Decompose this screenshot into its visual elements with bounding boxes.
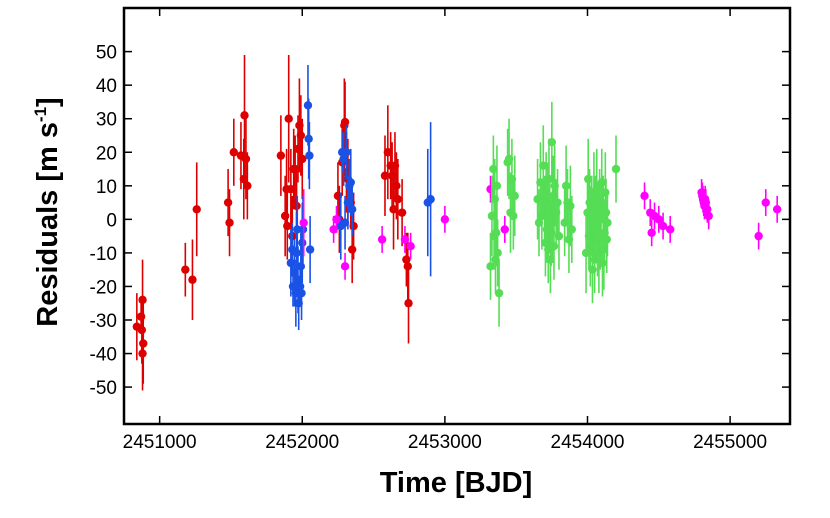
- data-point: [492, 181, 502, 191]
- y-axis-title: Residuals [m s-1]: [31, 97, 64, 326]
- data-point: [426, 195, 435, 204]
- data-point: [500, 225, 509, 234]
- y-tick-label: 50: [96, 43, 117, 64]
- x-tick-label: 2451000: [123, 432, 197, 453]
- data-point: [404, 299, 413, 308]
- y-tick-label: -50: [90, 378, 117, 399]
- data-point: [299, 218, 308, 227]
- data-point: [400, 235, 410, 244]
- data-point: [188, 275, 197, 284]
- data-point: [486, 262, 495, 271]
- y-axis-title-superscript: -1: [31, 107, 50, 122]
- data-point: [493, 248, 502, 258]
- x-tick-label: 2454000: [551, 432, 625, 453]
- data-point: [240, 111, 249, 120]
- data-point: [223, 198, 233, 207]
- data-points-layer: [132, 54, 782, 391]
- data-point: [640, 191, 649, 201]
- data-point: [567, 225, 577, 234]
- series-0: [132, 54, 413, 391]
- data-point: [509, 211, 518, 221]
- x-tick-label: 2455000: [693, 432, 767, 453]
- data-point: [647, 228, 656, 237]
- x-tick-label: 2452000: [265, 432, 339, 453]
- y-tick-label: 30: [96, 110, 117, 131]
- data-point: [284, 114, 293, 123]
- data-point: [305, 245, 315, 254]
- data-point: [342, 148, 351, 157]
- y-axis: 50 40 30 20 10 0 -10 -20 -30 -40 -50: [90, 43, 790, 399]
- data-point: [392, 181, 401, 191]
- data-point: [347, 205, 357, 214]
- data-point: [305, 151, 314, 160]
- data-point: [772, 205, 782, 214]
- y-tick-label: -30: [90, 311, 117, 332]
- data-point: [393, 195, 403, 204]
- data-point: [658, 221, 668, 231]
- data-point: [340, 117, 350, 127]
- data-point: [192, 205, 201, 214]
- y-axis-title-close: ]: [32, 97, 64, 107]
- y-tick-label: 10: [96, 177, 117, 198]
- series-3: [486, 101, 621, 327]
- x-axis: 2451000 2452000 2453000 2454000 2455000: [123, 8, 767, 453]
- plot-frame: [122, 6, 792, 426]
- data-point: [561, 181, 571, 191]
- y-tick-label: -40: [90, 345, 117, 366]
- data-point: [296, 131, 306, 140]
- data-point: [243, 181, 252, 191]
- data-point: [666, 225, 675, 234]
- data-point: [603, 218, 612, 227]
- data-point: [377, 235, 387, 244]
- data-point: [549, 241, 559, 251]
- data-point: [332, 215, 341, 224]
- data-point: [490, 195, 499, 204]
- data-point: [138, 349, 147, 358]
- data-point: [704, 211, 713, 221]
- data-point: [241, 154, 251, 164]
- data-point: [554, 231, 564, 241]
- data-point: [181, 265, 190, 274]
- y-axis-title-main: Residuals [m s: [32, 122, 64, 327]
- data-point: [280, 211, 290, 221]
- data-point: [298, 154, 307, 164]
- y-tick-label: 20: [96, 143, 117, 164]
- data-point: [553, 198, 562, 207]
- data-point: [654, 215, 663, 224]
- y-tick-label: -20: [90, 277, 117, 298]
- data-point: [761, 198, 770, 207]
- series-2: [299, 175, 782, 280]
- data-point: [397, 208, 407, 217]
- data-point: [440, 215, 450, 224]
- data-point: [588, 265, 597, 274]
- data-point: [276, 151, 286, 160]
- data-point: [347, 245, 357, 254]
- data-point: [510, 191, 519, 201]
- data-point: [494, 288, 504, 298]
- data-point: [406, 241, 415, 251]
- data-point: [566, 201, 575, 211]
- data-point: [297, 288, 306, 298]
- data-point: [283, 221, 292, 231]
- data-point: [754, 231, 763, 241]
- series-1: [286, 65, 435, 331]
- data-point: [349, 221, 358, 231]
- data-point: [229, 148, 239, 157]
- data-point: [611, 164, 621, 174]
- x-tick-label: 2453000: [408, 432, 482, 453]
- y-tick-label: 0: [106, 210, 117, 231]
- data-point: [225, 218, 234, 227]
- data-point: [547, 137, 557, 147]
- y-tick-label: 40: [96, 76, 117, 97]
- data-point: [598, 258, 607, 268]
- data-point: [340, 262, 350, 271]
- plot-area: [122, 6, 792, 426]
- data-point: [492, 228, 501, 237]
- data-point: [346, 178, 355, 187]
- x-axis-title: Time [BJD]: [380, 467, 533, 499]
- y-tick-label: -10: [90, 244, 117, 265]
